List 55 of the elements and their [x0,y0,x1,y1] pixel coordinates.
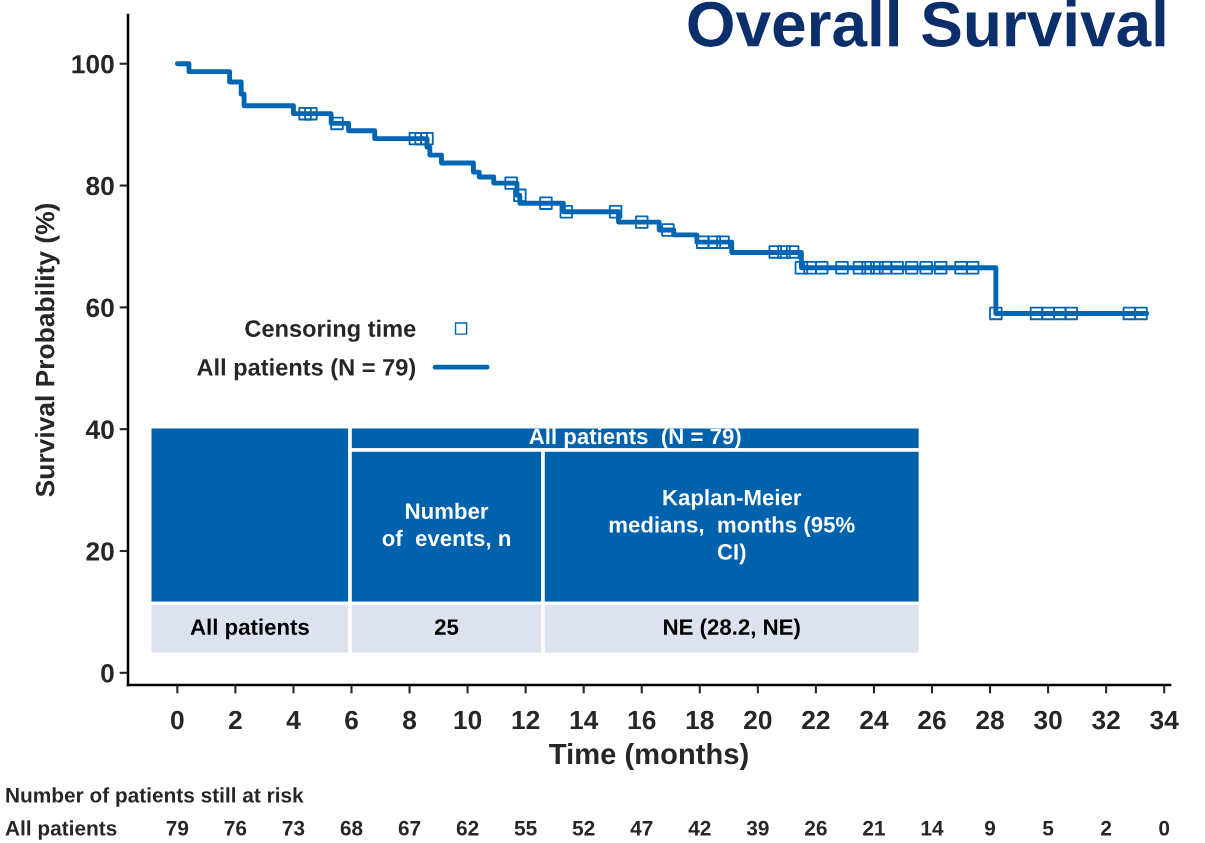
x-tick-label: 22 [802,710,830,730]
y-tick-label: 0 [101,663,114,683]
y-tick-label: 80 [86,176,114,196]
annotation: Kaplan-Meier medians, months (95% CI) [609,489,855,565]
chart-title: Overall Survival [688,0,1165,47]
x-tick-label: 0 [171,710,184,730]
y-tick-label: 100 [72,54,114,74]
y-tick-label: 60 [86,298,114,318]
x-tick-label: 30 [1034,710,1062,730]
text: 47 [630,821,653,836]
x-tick-label: 34 [1150,710,1179,730]
text: 68 [340,820,363,836]
text: 5 [1042,821,1054,836]
x-tick-label: 6 [345,710,358,730]
x-tick-label: 4 [286,710,301,730]
text: 39 [746,820,769,836]
text: 76 [224,820,247,836]
legend-label: Censoring time [245,319,416,342]
y-axis-title: Survival Probability (%) [35,203,60,497]
text: 62 [456,820,479,836]
x-tick-label: 16 [628,710,656,730]
text: 2 [1101,820,1112,836]
annotation: 25 [434,619,459,635]
text: 21 [863,820,885,836]
text: 26 [805,820,827,836]
annotation: All patients [190,618,309,640]
x-tick-label: 10 [454,710,482,730]
text: 9 [984,820,996,836]
x-tick-label: 18 [686,710,714,730]
text: 67 [398,820,421,836]
text: 73 [282,820,305,836]
x-tick-label: 20 [744,710,772,730]
annotation: Number of events, n [382,502,511,550]
x-tick-label: 26 [918,710,946,730]
x-tick-label: 28 [976,710,1004,730]
x-tick-label: 14 [570,710,599,730]
text: 42 [688,820,711,836]
text: All patients [5,820,117,840]
y-tick-label: 20 [86,542,114,561]
x-tick-label: 2 [228,710,242,730]
x-tick-label: 24 [860,710,889,730]
annotation: All patients (N = 79) [529,427,741,449]
x-axis-title: Time (months) [549,742,748,771]
text: Number of patients still at risk [6,787,304,807]
text: 79 [166,820,189,836]
text: 52 [572,820,595,836]
y-tick-label: 40 [85,420,114,439]
text: 0 [1159,820,1170,836]
text: 55 [514,821,537,836]
text: 14 [921,821,944,836]
legend-label: All patients (N = 79) [197,358,416,381]
annotation: NE (28.2, NE) [664,618,800,640]
x-tick-label: 12 [512,710,540,730]
x-tick-label: 8 [403,710,417,730]
x-tick-label: 32 [1092,710,1120,730]
